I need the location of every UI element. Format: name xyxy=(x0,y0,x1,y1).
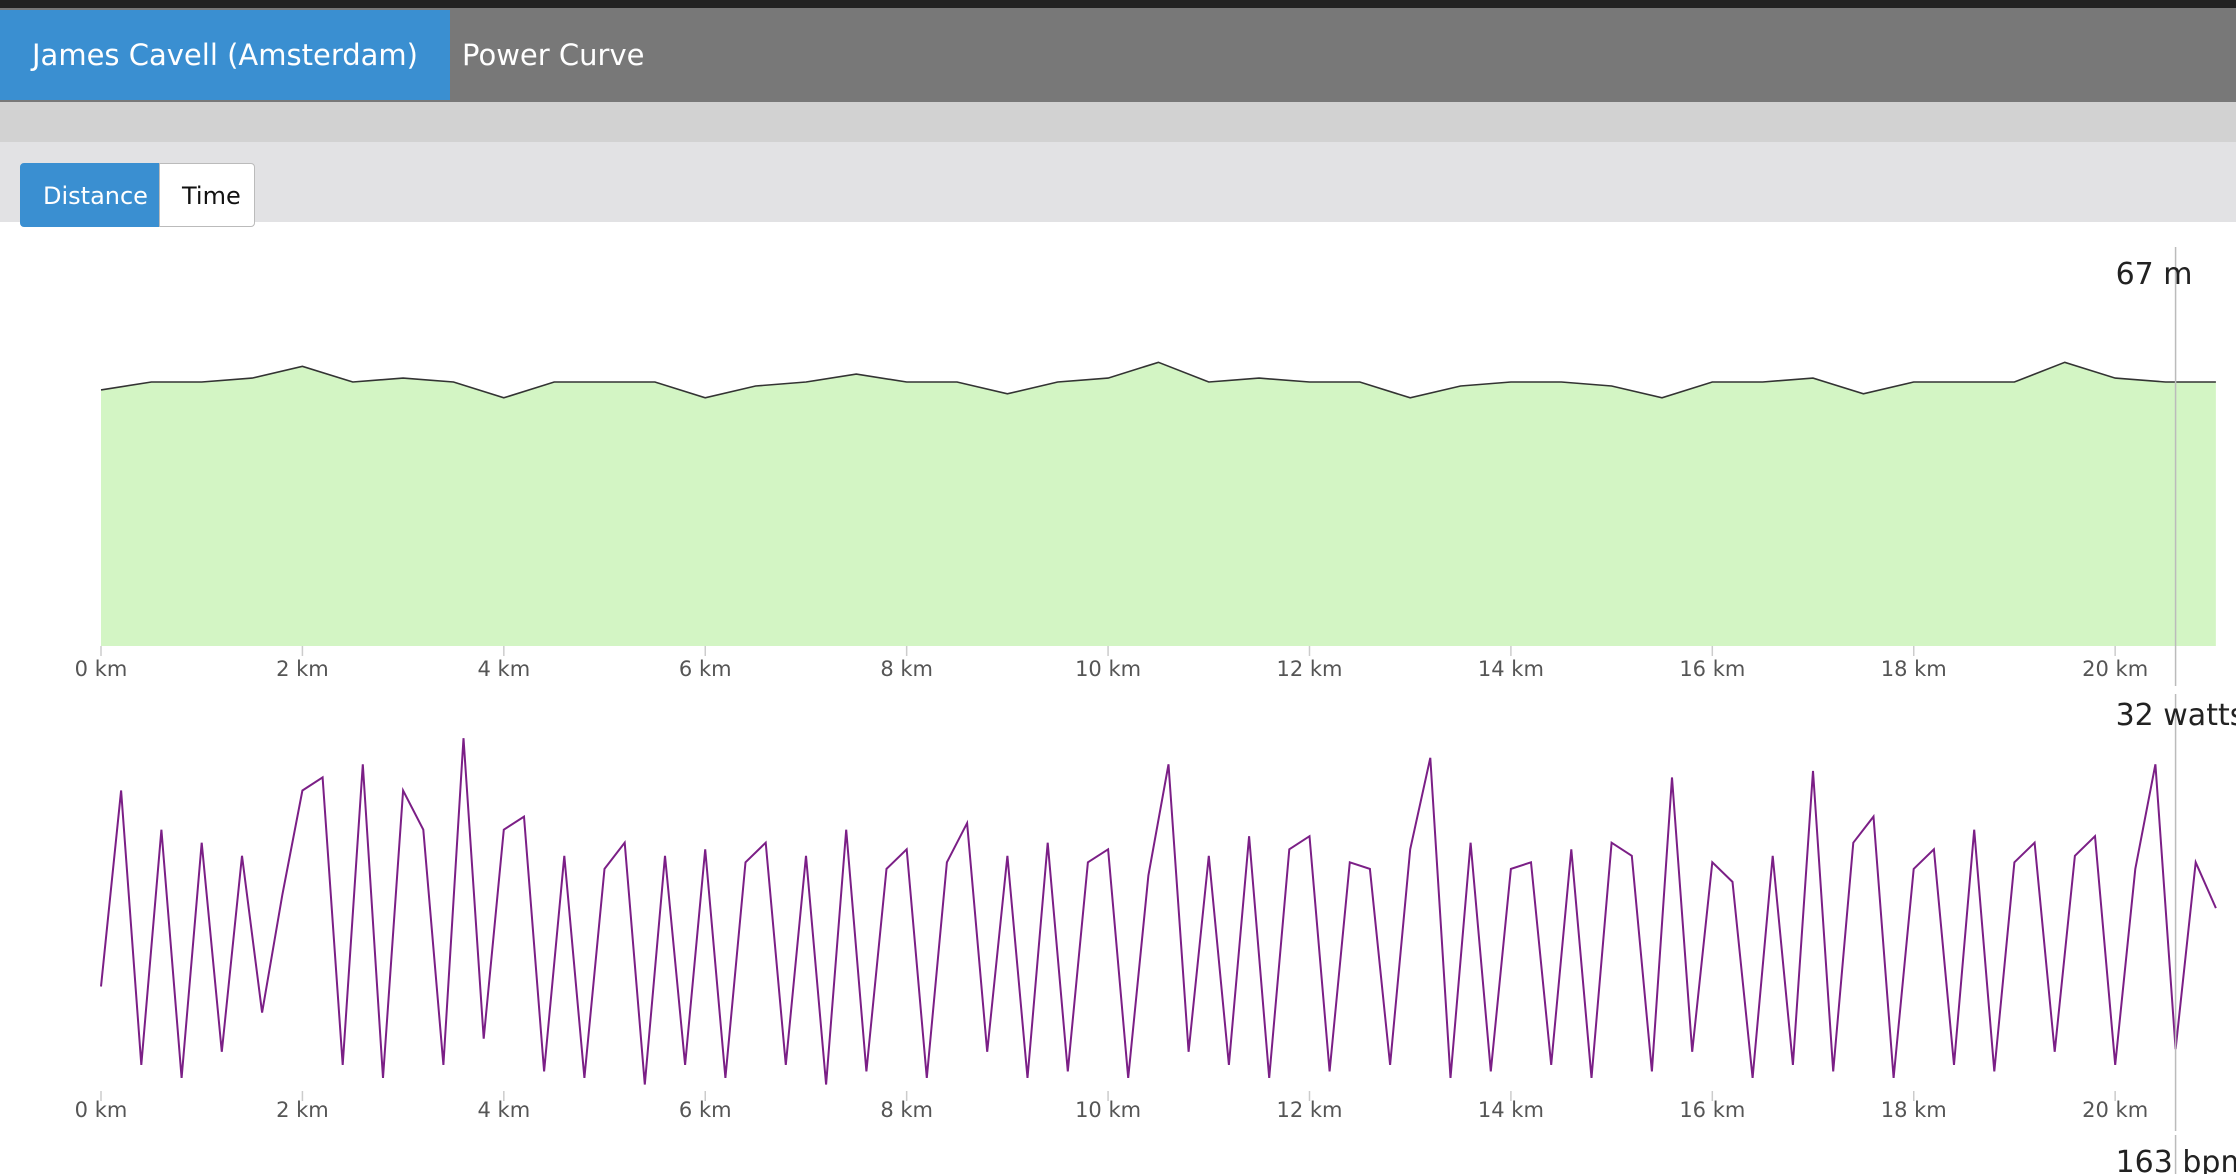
x-tick-label: 14 km xyxy=(1478,1098,1544,1122)
line xyxy=(100,738,2217,1085)
x-tick-label: 2 km xyxy=(276,657,329,681)
x-tick-label: 4 km xyxy=(478,1098,531,1122)
area-line xyxy=(100,361,2216,399)
x-tick-label: 2 km xyxy=(276,1098,329,1122)
top-bar: James Cavell (Amsterdam) Power Curve xyxy=(0,0,2236,102)
area xyxy=(101,362,2216,646)
tab[interactable]: Power Curve xyxy=(462,38,645,72)
x-tick-label: 14 km xyxy=(1478,657,1544,681)
x-tick-label: 12 km xyxy=(1276,657,1342,681)
x-tick-label: 18 km xyxy=(1881,1098,1947,1122)
x-tick-label: 6 km xyxy=(679,657,732,681)
x-tick-label: 20 km xyxy=(2082,1098,2148,1122)
x-tick-label: 12 km xyxy=(1276,1098,1342,1122)
x-tick-label: 8 km xyxy=(880,657,933,681)
x-tick-label: 20 km xyxy=(2082,657,2148,681)
x-tick-label: 16 km xyxy=(1679,1098,1745,1122)
x-tick-label: 16 km xyxy=(1679,657,1745,681)
x-tick-label: 0 km xyxy=(75,1098,128,1122)
strip xyxy=(0,102,2236,142)
toggle-button[interactable]: Distance xyxy=(20,163,159,227)
x-tick-label: 0 km xyxy=(75,657,128,681)
x-tick-label: 10 km xyxy=(1075,1098,1141,1122)
tab[interactable]: James Cavell (Amsterdam) xyxy=(0,10,450,100)
x-tick-label: 18 km xyxy=(1881,657,1947,681)
x-tick-label: 10 km xyxy=(1075,657,1141,681)
x-tick-label: 8 km xyxy=(880,1098,933,1122)
toggle-button[interactable]: Time xyxy=(159,163,255,227)
toolbar xyxy=(0,142,2236,222)
cursor-label: 163 bpm xyxy=(2116,1145,2236,1174)
x-tick-label: 6 km xyxy=(679,1098,732,1122)
x-tick-label: 4 km xyxy=(478,657,531,681)
cursor-label: 67 m xyxy=(2116,257,2193,292)
cursor-label: 32 watts xyxy=(2116,698,2236,733)
